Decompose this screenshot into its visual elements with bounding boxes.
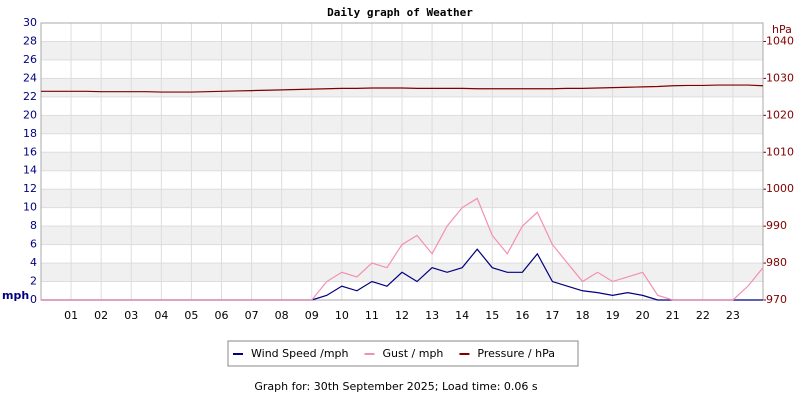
x-tick-label: 16 [515,309,529,322]
x-tick-label: 08 [275,309,289,322]
y2-tick-label: 1000 [766,182,794,195]
y2-tick-label: 990 [766,219,787,232]
x-tick-label: 02 [94,309,108,322]
series-line [41,84,764,93]
x-tick-label: 17 [545,309,559,322]
y2-tick-label: 1030 [766,71,794,84]
x-tick-label: 19 [606,309,620,322]
x-tick-label: 06 [215,309,229,322]
x-tick-label: 10 [335,309,349,322]
x-tick-label: 11 [365,309,379,322]
x-tick-label: 07 [245,309,259,322]
x-tick-label: 09 [305,309,319,322]
x-tick-label: 05 [184,309,198,322]
x-tick-label: 01 [64,309,78,322]
x-tick-label: 20 [636,309,650,322]
y2-axis-label: hPa [772,23,792,36]
y2-tick-label: 1040 [766,34,794,47]
x-tick-label: 14 [455,309,469,322]
y-tick-label: 2 [30,275,37,288]
legend-label: Wind Speed /mph [251,347,349,360]
y-tick-label: 16 [23,145,37,158]
y-tick-label: 14 [23,164,37,177]
y-tick-label: 28 [23,34,37,47]
plot-area [41,22,763,301]
x-tick-label: 22 [696,309,710,322]
x-tick-label: 04 [154,309,168,322]
footer: Graph for: 30th September 2025; Load tim… [254,380,538,393]
plot-frame [40,22,764,301]
y-tick-label: 30 [23,16,37,29]
y-axis-label: mph [2,289,29,302]
y-tick-label: 22 [23,90,37,103]
y-tick-label: 24 [23,71,37,84]
series-line [41,197,764,301]
y2-tick-label: 970 [766,293,787,306]
y2-tick-label: 980 [766,256,787,269]
y-tick-label: 26 [23,53,37,66]
y-tick-label: 4 [30,256,37,269]
y-tick-label: 10 [23,201,37,214]
x-tick-label: 15 [485,309,499,322]
y-tick-label: 20 [23,108,37,121]
y-tick-label: 12 [23,182,37,195]
chart-title: Daily graph of Weather [327,6,473,19]
x-tick-label: 23 [726,309,740,322]
y-tick-label: 0 [30,293,37,306]
legend-label: Pressure / hPa [477,347,555,360]
y-tick-label: 8 [30,219,37,232]
y-tick-label: 18 [23,127,37,140]
y2-tick-label: 1020 [766,108,794,121]
x-tick-label: 12 [395,309,409,322]
legend-label: Gust / mph [383,347,444,360]
x-tick-label: 13 [425,309,439,322]
x-tick-label: 18 [576,309,590,322]
y2-tick-label: 1010 [766,145,794,158]
y-tick-label: 6 [30,238,37,251]
x-tick-label: 21 [666,309,680,322]
x-tick-label: 03 [124,309,138,322]
legend-box [227,340,579,367]
